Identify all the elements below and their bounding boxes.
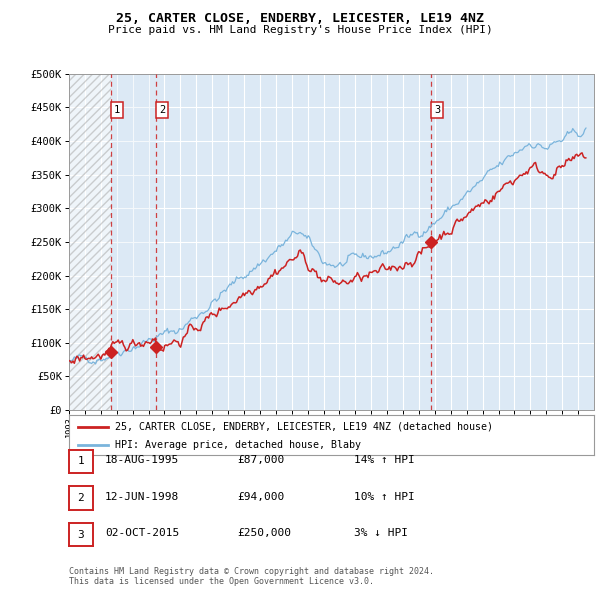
Text: 3: 3 [77, 530, 85, 539]
Text: 10% ↑ HPI: 10% ↑ HPI [354, 492, 415, 502]
Text: 02-OCT-2015: 02-OCT-2015 [105, 529, 179, 538]
Text: 18-AUG-1995: 18-AUG-1995 [105, 455, 179, 465]
Text: Contains HM Land Registry data © Crown copyright and database right 2024.
This d: Contains HM Land Registry data © Crown c… [69, 567, 434, 586]
Text: £250,000: £250,000 [237, 529, 291, 538]
Text: 25, CARTER CLOSE, ENDERBY, LEICESTER, LE19 4NZ: 25, CARTER CLOSE, ENDERBY, LEICESTER, LE… [116, 12, 484, 25]
Text: 2: 2 [77, 493, 85, 503]
Text: 1: 1 [114, 105, 120, 114]
Text: 3: 3 [434, 105, 440, 114]
Text: 25, CARTER CLOSE, ENDERBY, LEICESTER, LE19 4NZ (detached house): 25, CARTER CLOSE, ENDERBY, LEICESTER, LE… [115, 422, 493, 432]
Text: £87,000: £87,000 [237, 455, 284, 465]
Text: 12-JUN-1998: 12-JUN-1998 [105, 492, 179, 502]
Text: 14% ↑ HPI: 14% ↑ HPI [354, 455, 415, 465]
Text: Price paid vs. HM Land Registry's House Price Index (HPI): Price paid vs. HM Land Registry's House … [107, 25, 493, 35]
Bar [111, 74, 156, 410]
Text: 2: 2 [159, 105, 165, 114]
Text: 1: 1 [77, 457, 85, 466]
Text: 3% ↓ HPI: 3% ↓ HPI [354, 529, 408, 538]
Text: HPI: Average price, detached house, Blaby: HPI: Average price, detached house, Blab… [115, 440, 361, 450]
Text: £94,000: £94,000 [237, 492, 284, 502]
